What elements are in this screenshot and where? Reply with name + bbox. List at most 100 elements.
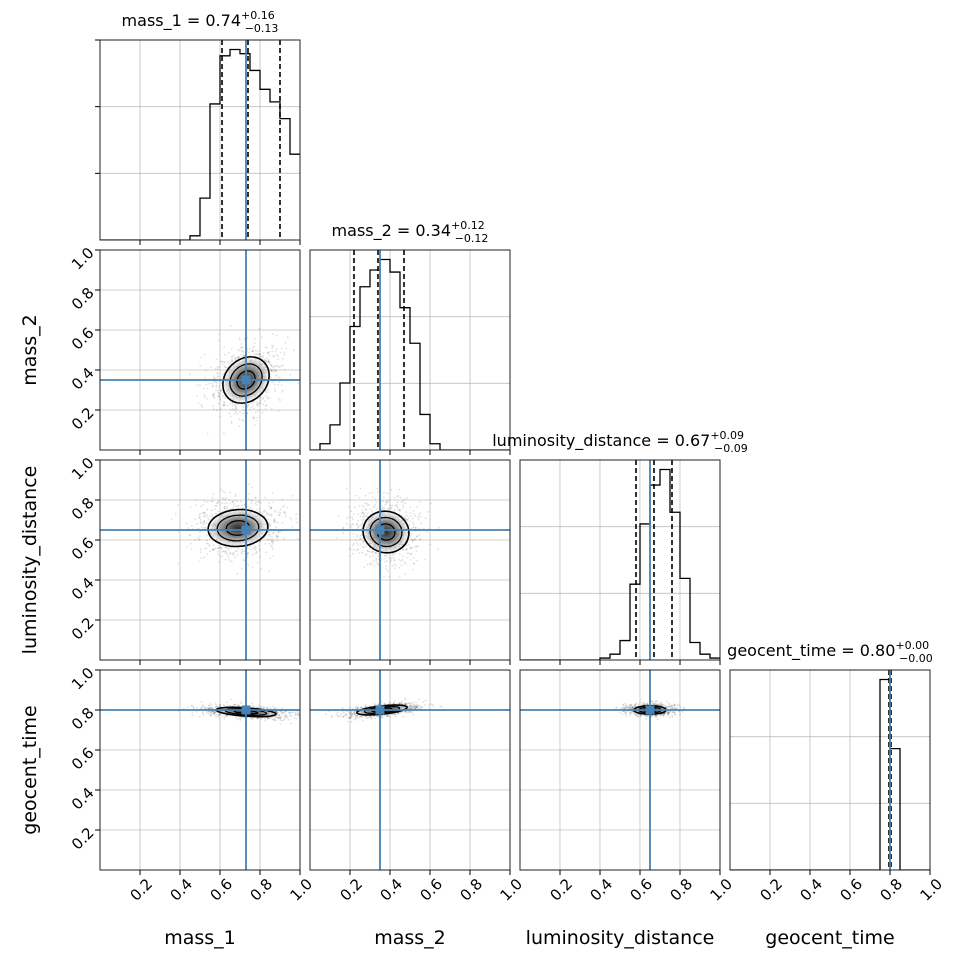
sample-point (217, 375, 220, 378)
sample-point (385, 500, 387, 503)
sample-point (205, 707, 207, 709)
sample-point (213, 711, 216, 714)
sample-point (268, 570, 271, 572)
sample-point (216, 372, 219, 374)
sample-point (367, 512, 369, 514)
sample-point (284, 515, 287, 517)
sample-point (226, 552, 229, 555)
sample-point (213, 713, 216, 716)
sample-point (266, 707, 268, 710)
sample-point (202, 714, 205, 716)
sample-point (277, 410, 280, 412)
sample-point (414, 707, 417, 710)
sample-point (266, 717, 269, 719)
sample-point (253, 342, 256, 345)
sample-point (266, 396, 269, 399)
sample-point (281, 712, 284, 714)
sample-point (385, 565, 387, 568)
panel-grid-3-0 (100, 670, 300, 870)
sample-point (359, 715, 362, 718)
sample-point (218, 713, 220, 716)
sample-point (207, 710, 210, 713)
sample-point (215, 705, 217, 708)
sample-point (260, 705, 262, 708)
sample-point (277, 376, 279, 379)
sample-point (247, 493, 250, 495)
sample-point (350, 716, 353, 718)
sample-point (216, 715, 219, 718)
sample-point (376, 704, 379, 706)
sample-point (352, 523, 354, 525)
sample-point (639, 713, 642, 716)
sample-point (213, 393, 216, 396)
sample-point (402, 549, 404, 552)
sample-point (228, 412, 231, 415)
sample-point (255, 349, 257, 352)
sample-point (405, 710, 408, 713)
sample-point (372, 560, 375, 563)
sample-point (230, 560, 233, 563)
sample-point (212, 710, 215, 713)
sample-point (217, 547, 220, 550)
sample-point (247, 498, 250, 501)
sample-point (415, 706, 417, 709)
sample-point (279, 719, 282, 721)
sample-point (246, 412, 249, 415)
sample-point (240, 702, 243, 705)
sample-point (349, 717, 351, 720)
sample-point (191, 714, 194, 717)
sample-point (200, 518, 202, 521)
sample-point (200, 521, 202, 523)
sample-point (251, 486, 254, 489)
sample-point (257, 402, 260, 405)
sample-point (409, 520, 411, 523)
sample-point (298, 713, 300, 716)
sample-point (246, 556, 249, 558)
sample-point (202, 521, 205, 524)
sample-point (204, 526, 206, 529)
sample-point (367, 550, 370, 552)
sample-point (268, 717, 271, 720)
sample-point (270, 514, 273, 517)
sample-point (640, 714, 643, 717)
sample-point (241, 409, 244, 412)
sample-point (663, 713, 666, 715)
sample-point (409, 702, 412, 705)
sample-point (254, 545, 257, 548)
sample-point (195, 395, 198, 397)
sample-point (398, 553, 401, 556)
sample-point (359, 537, 361, 540)
sample-point (222, 550, 225, 552)
sample-point (683, 707, 686, 710)
sample-point (419, 707, 422, 709)
sample-point (233, 500, 236, 502)
sample-point (397, 713, 399, 715)
sample-point (254, 502, 257, 505)
sample-point (274, 520, 276, 522)
sample-point (415, 545, 417, 548)
sample-point (232, 551, 235, 554)
sample-point (203, 511, 206, 514)
sample-point (211, 707, 214, 710)
sample-point (206, 508, 209, 511)
sample-point (373, 565, 376, 567)
sample-point (633, 704, 636, 706)
sample-point (237, 705, 240, 707)
sample-point (218, 561, 221, 563)
sample-point (371, 562, 373, 565)
sample-point (412, 539, 414, 542)
sample-point (213, 711, 216, 714)
sample-point (374, 552, 377, 554)
sample-point (216, 705, 219, 708)
sample-point (409, 704, 412, 706)
sample-point (279, 717, 282, 719)
sample-point (418, 698, 420, 701)
sample-point (266, 347, 268, 349)
sample-point (423, 558, 426, 561)
sample-point (249, 717, 252, 720)
sample-point (295, 521, 298, 524)
sample-point (265, 357, 268, 360)
sample-point (199, 513, 202, 515)
sample-point (262, 396, 265, 399)
sample-point (279, 717, 282, 719)
